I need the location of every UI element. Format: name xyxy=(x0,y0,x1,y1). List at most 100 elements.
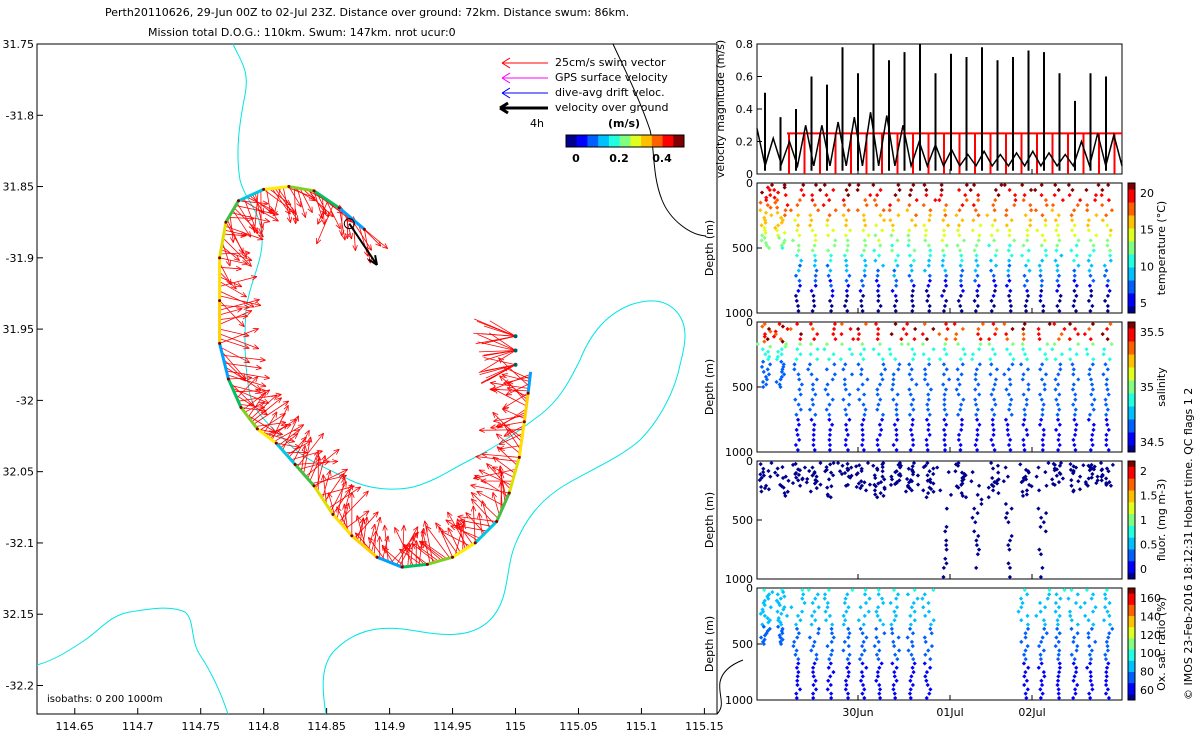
swim-vector xyxy=(475,456,519,462)
profile-point xyxy=(910,417,915,422)
profile-point xyxy=(1036,331,1041,337)
profile-point xyxy=(1044,483,1049,488)
profile-point xyxy=(926,293,931,299)
profile-point xyxy=(823,609,828,614)
profile-point xyxy=(972,529,977,534)
swim-vector-head xyxy=(455,523,462,530)
profile-point xyxy=(1056,652,1061,657)
swim-vector-head xyxy=(473,474,480,480)
profile-point xyxy=(1043,223,1048,228)
swim-vector xyxy=(421,540,448,560)
profile-point xyxy=(992,218,998,223)
profile-point xyxy=(846,192,851,198)
swim-vector xyxy=(338,490,369,522)
panel-colorbar-swatch xyxy=(1128,287,1135,294)
profile-point xyxy=(895,238,900,243)
panel-colorbar-swatch xyxy=(1128,300,1135,307)
profile-point xyxy=(857,397,862,402)
profile-point xyxy=(955,377,961,382)
profile-point xyxy=(958,442,963,448)
profile-point xyxy=(893,357,898,362)
profile-point xyxy=(1090,303,1095,309)
panel-colorbar-swatch xyxy=(1128,649,1135,656)
map-x-tick-label: 115 xyxy=(505,720,526,733)
swim-vector xyxy=(219,310,253,325)
profile-point xyxy=(1043,372,1049,377)
profile-point xyxy=(1019,639,1024,644)
profile-point xyxy=(942,392,947,397)
profile-point xyxy=(907,203,912,208)
profile-point xyxy=(1075,592,1080,597)
profile-point xyxy=(848,326,853,332)
profile-point xyxy=(865,377,870,382)
swim-vector-head xyxy=(491,492,497,499)
profile-point xyxy=(764,195,769,200)
profile-point xyxy=(1026,470,1031,475)
profile-point xyxy=(941,427,947,432)
profile-point xyxy=(941,372,947,377)
swim-vector-head xyxy=(301,211,307,218)
track-segment xyxy=(451,541,477,559)
profile-point xyxy=(872,644,877,649)
profile-point xyxy=(1006,268,1011,273)
profile-point xyxy=(1044,253,1049,258)
profile-point xyxy=(774,357,780,362)
swim-vector xyxy=(470,498,495,525)
profile-point xyxy=(758,462,763,467)
profile-point xyxy=(848,228,853,233)
header-line-2: Mission total D.O.G.: 110km. Swum: 147km… xyxy=(148,26,456,39)
profile-point xyxy=(810,665,816,670)
profile-point xyxy=(1050,477,1055,482)
profile-point xyxy=(1053,609,1058,614)
panel-colorbar-swatch xyxy=(1128,387,1135,394)
panel-y-tick-label: 500 xyxy=(732,242,753,255)
profile-point xyxy=(843,442,848,448)
profile-point xyxy=(1040,258,1045,263)
profile-point xyxy=(925,402,930,407)
profile-point xyxy=(910,644,915,649)
profile-point xyxy=(813,687,819,692)
profile-point xyxy=(812,253,818,258)
legend-swatch-head xyxy=(501,87,511,99)
track-point xyxy=(425,562,429,566)
profile-point xyxy=(830,473,836,478)
profile-point xyxy=(818,187,823,193)
profile-point xyxy=(975,263,980,268)
profile-point xyxy=(1004,223,1009,228)
profile-point xyxy=(1026,248,1031,253)
profile-point xyxy=(1053,258,1058,263)
profile-point xyxy=(1085,223,1091,228)
profile-point xyxy=(958,293,963,299)
profile-point xyxy=(994,481,1000,486)
profile-point xyxy=(782,230,787,236)
profile-point xyxy=(860,437,865,443)
profile-point xyxy=(971,218,976,223)
swim-vector-head xyxy=(489,380,497,387)
profile-point xyxy=(862,238,867,243)
profile-point xyxy=(943,529,948,534)
profile-point xyxy=(1104,639,1109,644)
profile-point xyxy=(827,417,832,422)
profile-point xyxy=(994,248,999,253)
profile-point xyxy=(913,213,919,218)
profile-point xyxy=(941,574,946,580)
panel-y-label: velocity magnitude (m/s) xyxy=(714,40,727,178)
panel-colorbar-swatch xyxy=(1128,672,1135,679)
profile-point xyxy=(845,238,850,243)
profile-point xyxy=(1103,397,1108,402)
swim-vector xyxy=(505,383,530,396)
profile-point xyxy=(907,480,912,485)
profile-point xyxy=(790,462,796,467)
swim-vector xyxy=(478,350,516,353)
profile-point xyxy=(861,639,866,644)
profile-point xyxy=(1044,203,1049,208)
profile-point xyxy=(1109,208,1115,213)
swim-vector-head xyxy=(336,506,342,513)
profile-point xyxy=(813,182,819,188)
profile-point xyxy=(1052,321,1057,327)
swim-vector xyxy=(219,295,262,306)
profile-point xyxy=(859,372,864,377)
profile-point xyxy=(1089,682,1095,688)
